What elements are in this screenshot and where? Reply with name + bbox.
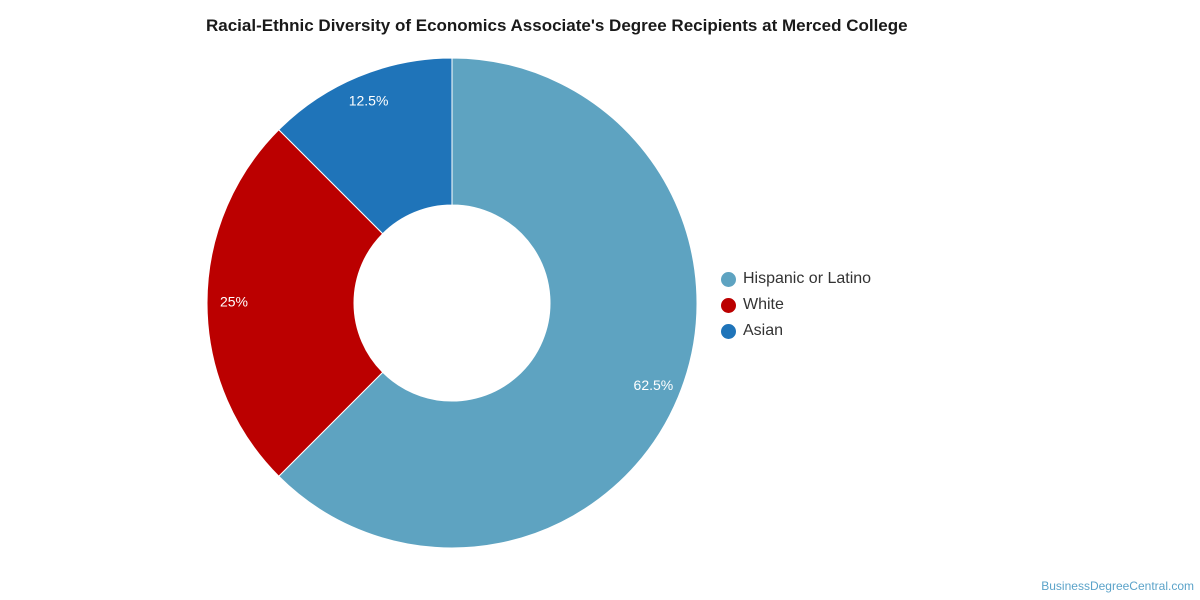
slice-hispanic-or-latino[interactable] [278,57,698,549]
legend-swatch [721,323,736,339]
legend-item-hispanic-or-latino[interactable]: Hispanic or Latino [721,266,871,292]
legend-swatch [721,271,736,287]
legend-item-asian[interactable]: Asian [721,318,871,344]
slice-white[interactable] [206,129,384,477]
chart-title: Racial-Ethnic Diversity of Economics Ass… [206,16,908,35]
slice-label: 12.5% [349,92,389,108]
slice-label: 62.5% [634,377,674,393]
legend-label: Hispanic or Latino [743,270,872,287]
legend-swatch [721,297,736,313]
legend-item-white[interactable]: White [721,292,871,318]
slice-label: 25% [220,294,248,310]
donut-chart: 62.5% 25% 12.5% [206,57,698,549]
slice-asian[interactable] [278,57,453,235]
chart-legend: Hispanic or Latino White Asian [721,266,871,344]
legend-label: Asian [743,322,784,339]
source-credit[interactable]: BusinessDegreeCentral.com [1041,579,1194,593]
legend-label: White [743,296,784,313]
